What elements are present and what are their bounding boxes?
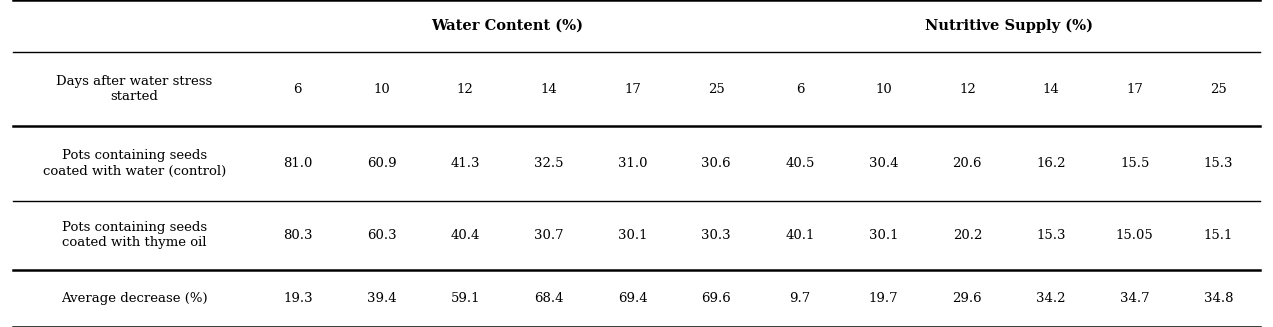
- Text: 20.6: 20.6: [952, 157, 981, 170]
- Text: 30.3: 30.3: [701, 229, 731, 242]
- Text: 12: 12: [457, 83, 474, 96]
- Text: 12: 12: [959, 83, 975, 96]
- Text: 10: 10: [373, 83, 390, 96]
- Text: 6: 6: [294, 83, 302, 96]
- Text: 30.7: 30.7: [535, 229, 564, 242]
- Text: 30.6: 30.6: [701, 157, 731, 170]
- Text: 40.4: 40.4: [451, 229, 480, 242]
- Text: 15.3: 15.3: [1204, 157, 1234, 170]
- Text: 30.1: 30.1: [869, 229, 899, 242]
- Text: 25: 25: [1211, 83, 1227, 96]
- Text: 34.7: 34.7: [1120, 292, 1150, 305]
- Text: 19.3: 19.3: [283, 292, 313, 305]
- Text: 39.4: 39.4: [367, 292, 396, 305]
- Text: 60.9: 60.9: [367, 157, 396, 170]
- Text: 41.3: 41.3: [451, 157, 480, 170]
- Text: Pots containing seeds
coated with thyme oil: Pots containing seeds coated with thyme …: [62, 221, 207, 249]
- Text: 16.2: 16.2: [1036, 157, 1066, 170]
- Text: 80.3: 80.3: [283, 229, 313, 242]
- Text: 15.3: 15.3: [1036, 229, 1066, 242]
- Text: Days after water stress
started: Days after water stress started: [56, 75, 213, 103]
- Text: 14: 14: [541, 83, 558, 96]
- Text: 20.2: 20.2: [952, 229, 981, 242]
- Text: 10: 10: [876, 83, 892, 96]
- Text: 15.1: 15.1: [1204, 229, 1234, 242]
- Text: 40.1: 40.1: [785, 229, 815, 242]
- Text: 69.4: 69.4: [617, 292, 648, 305]
- Text: 59.1: 59.1: [451, 292, 480, 305]
- Text: 31.0: 31.0: [617, 157, 648, 170]
- Text: 30.1: 30.1: [617, 229, 648, 242]
- Text: 19.7: 19.7: [869, 292, 899, 305]
- Text: 6: 6: [796, 83, 805, 96]
- Text: 34.2: 34.2: [1036, 292, 1066, 305]
- Text: 69.6: 69.6: [701, 292, 731, 305]
- Text: 81.0: 81.0: [283, 157, 312, 170]
- Text: 15.5: 15.5: [1120, 157, 1150, 170]
- Text: 25: 25: [708, 83, 724, 96]
- Text: 60.3: 60.3: [367, 229, 396, 242]
- Text: 17: 17: [624, 83, 642, 96]
- Text: 14: 14: [1043, 83, 1059, 96]
- Text: 32.5: 32.5: [535, 157, 564, 170]
- Text: 34.8: 34.8: [1204, 292, 1234, 305]
- Text: 68.4: 68.4: [535, 292, 564, 305]
- Text: Nutritive Supply (%): Nutritive Supply (%): [925, 19, 1094, 33]
- Text: Water Content (%): Water Content (%): [432, 19, 583, 33]
- Text: 40.5: 40.5: [785, 157, 815, 170]
- Text: Average decrease (%): Average decrease (%): [61, 292, 207, 305]
- Text: 30.4: 30.4: [869, 157, 899, 170]
- Text: 29.6: 29.6: [952, 292, 983, 305]
- Text: 17: 17: [1127, 83, 1143, 96]
- Text: 15.05: 15.05: [1116, 229, 1153, 242]
- Text: Pots containing seeds
coated with water (control): Pots containing seeds coated with water …: [43, 149, 227, 178]
- Text: 9.7: 9.7: [789, 292, 811, 305]
